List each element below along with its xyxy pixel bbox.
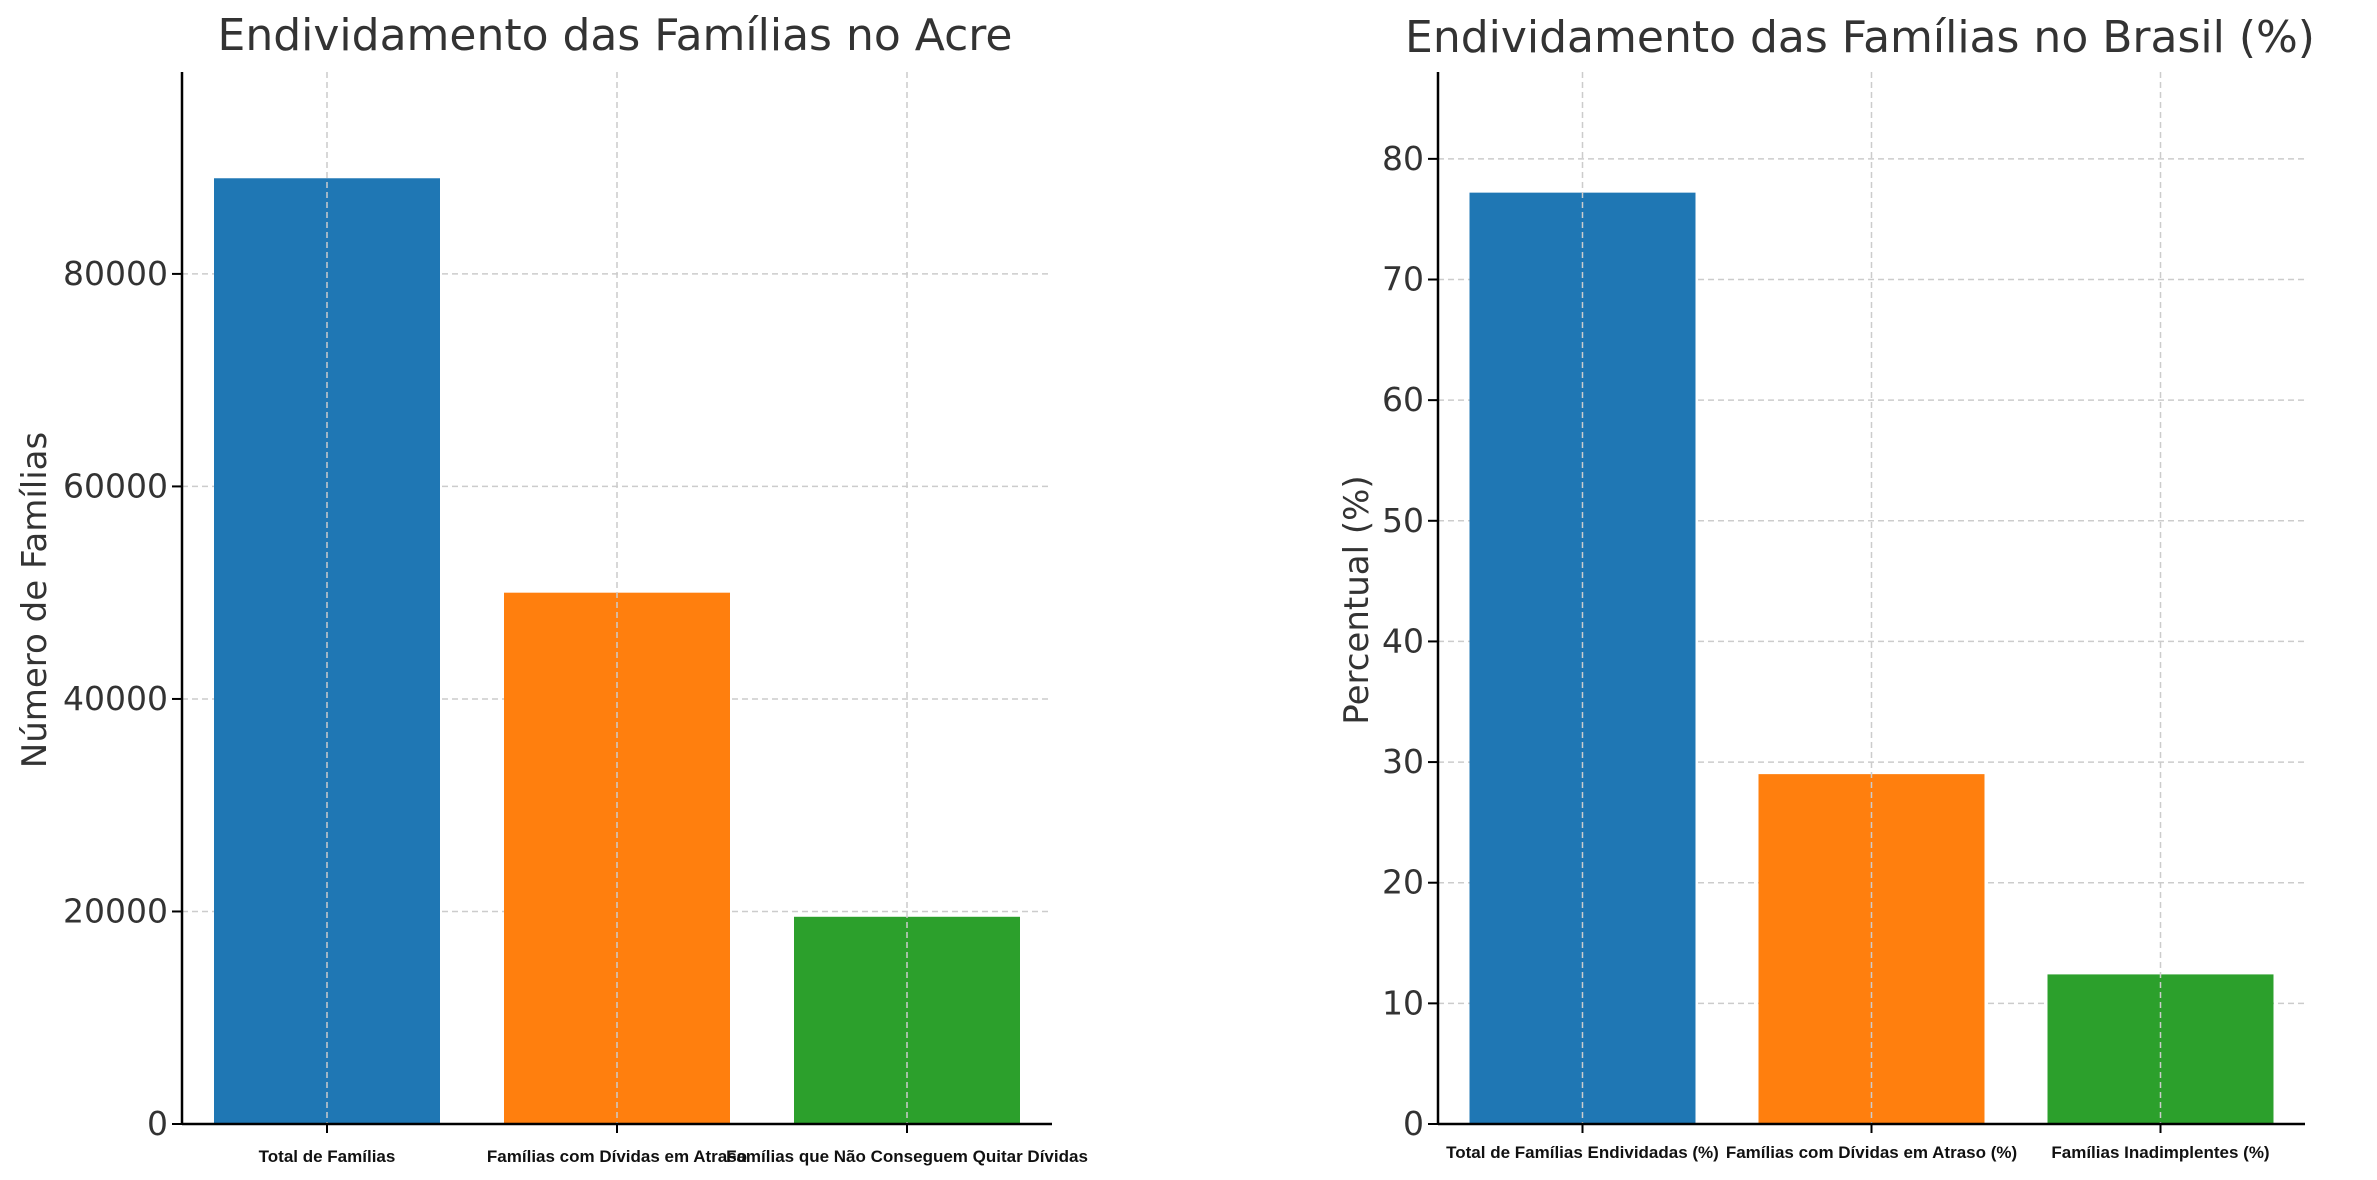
brasil-y-tick-label: 60 xyxy=(1382,380,1424,419)
brasil-y-tick-label: 70 xyxy=(1382,260,1424,299)
brasil-y-tick-label: 80 xyxy=(1382,139,1424,178)
acre-x-tick-label: Famílias que Não Conseguem Quitar Dívida… xyxy=(726,1147,1088,1166)
acre-y-tick-label: 80000 xyxy=(63,254,168,293)
acre-y-tick-label: 0 xyxy=(147,1104,168,1143)
brasil-y-tick-label: 10 xyxy=(1382,983,1424,1022)
brasil-chart-title: Endividamento das Famílias no Brasil (%) xyxy=(1405,12,2315,63)
acre-y-ticks: 0 20000 40000 60000 80000 xyxy=(63,254,182,1143)
brasil-y-tick-label: 0 xyxy=(1403,1104,1424,1143)
acre-y-axis-label: Número de Famílias xyxy=(15,432,55,768)
brasil-bar-3 xyxy=(2047,974,2274,1124)
acre-vertical-gridlines xyxy=(326,72,908,1124)
brasil-y-tick-label: 50 xyxy=(1382,501,1424,540)
acre-x-tick-label: Total de Famílias xyxy=(259,1147,396,1166)
acre-chart-title: Endividamento das Famílias no Acre xyxy=(218,10,1013,61)
brasil-vertical-gridlines xyxy=(1581,72,2162,1124)
brasil-y-tick-label: 30 xyxy=(1382,742,1424,781)
chart-acre: 0 20000 40000 60000 80000 Total de Famílias F… xyxy=(15,10,1088,1166)
brasil-x-tick-label: Famílias com Dívidas em Atraso (%) xyxy=(1726,1143,2017,1162)
brasil-x-tick-label: Famílias Inadimplentes (%) xyxy=(2051,1143,2269,1162)
brasil-x-tick-label: Total de Famílias Endividadas (%) xyxy=(1446,1143,1719,1162)
acre-bar-3 xyxy=(794,916,1020,1124)
acre-x-tick-label: Famílias com Dívidas em Atraso xyxy=(487,1147,747,1166)
chart-brasil: 0 10 20 30 40 50 60 70 80 Total de Famílias Endi… xyxy=(1337,12,2315,1162)
brasil-y-axis-label: Percentual (%) xyxy=(1337,475,1377,724)
acre-y-tick-label: 20000 xyxy=(63,891,168,930)
acre-x-ticks: Total de Famílias Famílias com Dívidas em… xyxy=(259,1124,1088,1166)
acre-y-tick-label: 40000 xyxy=(63,679,168,718)
brasil-y-ticks: 0 10 20 30 40 50 60 70 80 xyxy=(1382,139,1438,1143)
brasil-y-tick-label: 40 xyxy=(1382,621,1424,660)
brasil-x-ticks: Total de Famílias Endividadas (%) Família… xyxy=(1446,1124,2270,1162)
acre-y-tick-label: 60000 xyxy=(63,466,168,505)
brasil-y-tick-label: 20 xyxy=(1382,863,1424,902)
